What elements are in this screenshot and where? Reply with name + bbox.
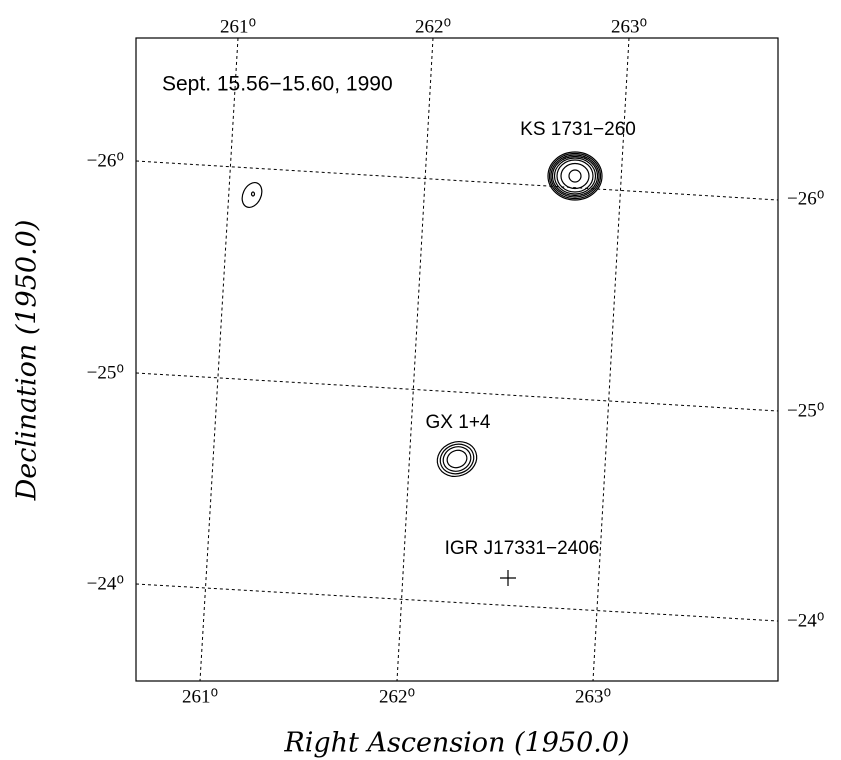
contour xyxy=(553,157,597,195)
observation-date: Sept. 15.56−15.60, 1990 xyxy=(162,73,393,96)
ra-label: 261⁰ xyxy=(182,686,218,707)
source-marker xyxy=(500,570,516,586)
contour xyxy=(241,182,263,208)
contour xyxy=(560,162,590,190)
dec-label: −26⁰ xyxy=(87,150,124,171)
contour xyxy=(446,449,468,469)
ra-label: 261⁰ xyxy=(220,16,256,37)
contour xyxy=(439,443,475,475)
ra-label: 263⁰ xyxy=(611,16,647,37)
contour xyxy=(442,446,472,472)
dec-label: −26⁰ xyxy=(787,188,824,209)
dec-grid-line xyxy=(135,372,779,412)
contour xyxy=(568,169,582,183)
coordinate-grid xyxy=(135,37,779,682)
dec-label: −25⁰ xyxy=(787,400,824,421)
frame xyxy=(135,37,779,682)
contour xyxy=(551,155,599,197)
contour xyxy=(547,151,603,201)
dec-grid-line xyxy=(135,583,779,622)
contour xyxy=(548,152,602,200)
source-label: IGR J17331−2406 xyxy=(445,538,600,559)
contour xyxy=(250,191,256,197)
source-label: GX 1+4 xyxy=(426,412,491,433)
ra-grid-line xyxy=(592,37,630,682)
x-axis-title: Right Ascension (1950.0) xyxy=(283,728,629,759)
ra-label: 263⁰ xyxy=(575,686,611,707)
source-label: KS 1731−260 xyxy=(520,119,636,140)
contour xyxy=(550,154,600,198)
dec-label: −24⁰ xyxy=(87,573,124,594)
dec-grid-line xyxy=(135,160,779,201)
ra-grid-line xyxy=(396,37,434,682)
contour xyxy=(436,441,478,477)
contour xyxy=(556,159,594,193)
dec-label: −24⁰ xyxy=(787,610,824,631)
contours xyxy=(241,151,603,477)
dec-label: −25⁰ xyxy=(87,362,124,383)
ra-grid-line xyxy=(199,37,239,682)
ra-label: 262⁰ xyxy=(379,686,415,707)
ra-label: 262⁰ xyxy=(415,16,451,37)
y-axis-title: Declination (1950.0) xyxy=(12,220,43,502)
